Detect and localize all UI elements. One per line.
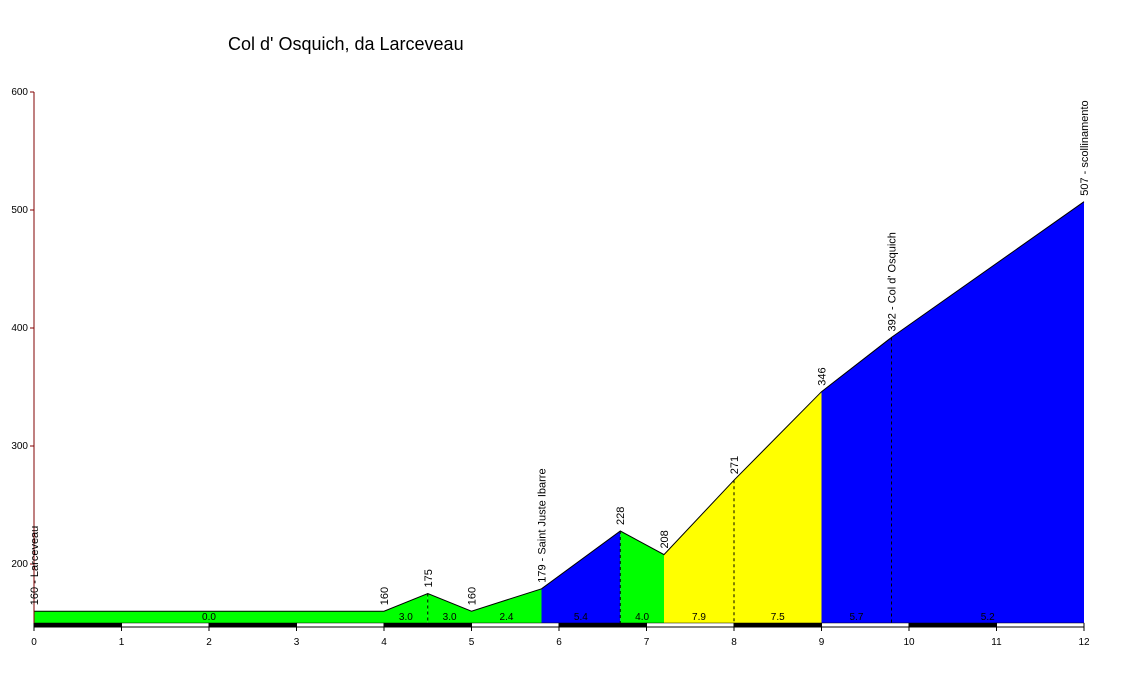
segment-fill-3 bbox=[471, 588, 542, 623]
scale-bar-km-10 bbox=[908, 622, 997, 628]
scale-bar-km-2 bbox=[208, 622, 297, 628]
elevation-annotation-5: 228 bbox=[615, 507, 627, 525]
x-tick-label-7: 7 bbox=[644, 637, 650, 648]
profile-outline bbox=[34, 201, 1085, 612]
x-tick-label-8: 8 bbox=[731, 637, 737, 648]
segment-fill-2 bbox=[427, 593, 472, 623]
x-tick-label-11: 11 bbox=[991, 637, 1002, 648]
km-markers bbox=[427, 337, 892, 623]
gradient-label-6: 7.9 bbox=[692, 612, 706, 623]
gradient-label-5: 4.0 bbox=[635, 612, 649, 623]
scale-bar-km-6 bbox=[558, 622, 647, 628]
segment-fill-7 bbox=[734, 391, 822, 623]
elevation-annotation-7: 271 bbox=[729, 456, 741, 474]
gradient-label-9: 5.2 bbox=[981, 612, 995, 623]
segment-fill-0 bbox=[34, 611, 384, 623]
y-tick-label-400: 400 bbox=[11, 323, 28, 334]
segment-fill-6 bbox=[664, 480, 734, 623]
scale-bar-km-11 bbox=[996, 622, 1085, 628]
elevation-annotation-9: 392 - Col d' Osquich bbox=[887, 232, 899, 331]
gradient-label-1: 3.0 bbox=[399, 612, 413, 623]
gradient-labels: 0.0 3.0 3.0 2.4 5.4 4.0 7.9 7.5 5.7 5.2 bbox=[202, 612, 995, 623]
scale-bar-km-4 bbox=[383, 622, 472, 628]
gradient-label-4: 5.4 bbox=[574, 612, 588, 623]
x-tick-label-12: 12 bbox=[1078, 637, 1090, 648]
elevation-annotation-8: 346 bbox=[817, 367, 829, 385]
scale-bar-km-3 bbox=[296, 622, 385, 628]
segment-fill-4 bbox=[541, 531, 621, 623]
scale-bar-km-8 bbox=[733, 622, 822, 628]
x-tick-label-10: 10 bbox=[903, 637, 915, 648]
x-tick-label-5: 5 bbox=[469, 637, 475, 648]
scale-bar-km-9 bbox=[821, 622, 910, 628]
elevation-annotations: 160 - Larceveau 160 175 160 179 - Saint Just… bbox=[29, 100, 1091, 605]
profile-line bbox=[34, 201, 1085, 612]
gradient-label-0: 0.0 bbox=[202, 612, 216, 623]
x-tick-label-2: 2 bbox=[206, 637, 212, 648]
scale-bar-km-5 bbox=[471, 622, 560, 628]
segment-fill-1 bbox=[384, 593, 428, 623]
x-tick-label-9: 9 bbox=[819, 637, 825, 648]
elevation-annotation-4: 179 - Saint Juste Ibarre bbox=[537, 468, 549, 582]
profile-fills bbox=[34, 201, 1084, 623]
elevation-annotation-2: 175 bbox=[423, 569, 435, 587]
scale-bar-km-0 bbox=[33, 622, 122, 628]
gradient-label-3: 2.4 bbox=[500, 612, 514, 623]
elevation-annotation-1: 160 bbox=[379, 587, 391, 605]
gradient-label-8: 5.7 bbox=[850, 612, 864, 623]
y-tick-label-600: 600 bbox=[11, 87, 28, 98]
gradient-label-7: 7.5 bbox=[771, 612, 785, 623]
gradient-label-2: 3.0 bbox=[443, 612, 457, 623]
y-tick-label-300: 300 bbox=[11, 441, 28, 452]
x-tick-label-0: 0 bbox=[31, 637, 37, 648]
y-tick-label-500: 500 bbox=[11, 205, 28, 216]
scale-bar-km-7 bbox=[646, 622, 735, 628]
elevation-annotation-0: 160 - Larceveau bbox=[29, 526, 41, 606]
x-tick-label-6: 6 bbox=[556, 637, 562, 648]
y-tick-label-200: 200 bbox=[11, 559, 28, 570]
segment-fill-5 bbox=[620, 531, 664, 623]
segment-fill-9 bbox=[891, 201, 1084, 623]
elevation-annotation-3: 160 bbox=[467, 587, 479, 605]
elevation-annotation-6: 208 bbox=[659, 530, 671, 548]
scale-bar-km-1 bbox=[121, 622, 210, 628]
elevation-annotation-10: 507 - scollinamento bbox=[1079, 100, 1091, 195]
x-tick-label-1: 1 bbox=[119, 637, 125, 648]
x-tick-label-3: 3 bbox=[294, 637, 300, 648]
chart-title: Col d' Osquich, da Larceveau bbox=[228, 34, 464, 54]
x-tick-label-4: 4 bbox=[381, 637, 387, 648]
segment-fill-8 bbox=[821, 337, 892, 623]
